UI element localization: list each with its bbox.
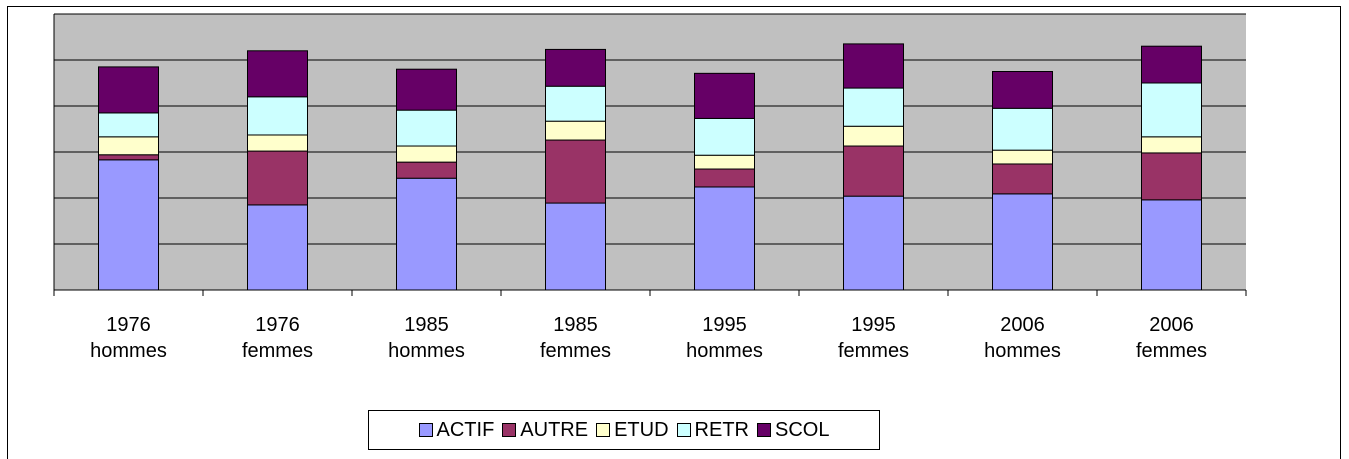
bar-segment bbox=[247, 150, 308, 206]
bar-segment bbox=[396, 68, 457, 111]
legend-label: SCOL bbox=[775, 418, 830, 441]
bar-segment bbox=[1141, 152, 1202, 201]
bar-segment bbox=[98, 136, 159, 156]
bar-segment bbox=[843, 43, 904, 89]
bar-segment bbox=[1141, 136, 1202, 154]
legend-item: SCOL bbox=[757, 419, 829, 442]
legend-label: AUTRE bbox=[520, 418, 589, 441]
bar-segment bbox=[545, 85, 606, 122]
legend-label: ACTIF bbox=[436, 418, 495, 441]
legend-label: ETUD bbox=[614, 418, 669, 441]
legend-item: RETR bbox=[676, 418, 749, 442]
legend-item: ACTIF bbox=[418, 418, 495, 442]
x-tick-label: 1976 femmes bbox=[241, 314, 314, 362]
bar-segment bbox=[545, 139, 606, 204]
bar-segment bbox=[396, 177, 457, 291]
x-tick-label: 2006 femmes bbox=[1135, 314, 1208, 362]
bar-segment bbox=[98, 66, 159, 114]
bar-segment bbox=[843, 125, 904, 147]
x-tick-label: 1976 hommes bbox=[90, 314, 167, 362]
legend-item: AUTRE bbox=[502, 419, 588, 442]
bar-segment bbox=[247, 204, 308, 291]
bar-segment bbox=[694, 168, 755, 188]
bar-segment bbox=[545, 48, 606, 87]
bar-segment bbox=[247, 96, 308, 136]
legend-swatch bbox=[757, 423, 771, 437]
legend: ACTIF AUTRE ETUD RETR SCOL bbox=[368, 410, 880, 450]
bar-segment bbox=[545, 202, 606, 291]
bar-segment bbox=[247, 134, 308, 152]
bar-segment bbox=[992, 193, 1053, 291]
bar-segment bbox=[694, 154, 755, 170]
bar-segment bbox=[396, 161, 457, 179]
legend-swatch bbox=[676, 423, 691, 437]
legend-item: ETUD bbox=[596, 418, 669, 442]
bar-segment bbox=[247, 50, 308, 98]
bar-segment bbox=[1141, 45, 1202, 84]
legend-swatch bbox=[596, 423, 611, 437]
bar-segment bbox=[545, 120, 606, 141]
x-tick-label: 1995 hommes bbox=[686, 314, 763, 362]
bar-segment bbox=[843, 195, 904, 291]
bar-segment bbox=[98, 154, 159, 161]
bar-segment bbox=[396, 145, 457, 163]
x-tick-label: 1985 hommes bbox=[388, 314, 465, 362]
bar-segment bbox=[843, 87, 904, 127]
bar-segment bbox=[1141, 82, 1202, 138]
x-tick-label: 2006 hommes bbox=[984, 314, 1061, 362]
bar-segment bbox=[694, 186, 755, 291]
bar-segment bbox=[1141, 199, 1202, 291]
bar-segment bbox=[992, 149, 1053, 165]
bar-segment bbox=[992, 71, 1053, 109]
bar-segment bbox=[992, 107, 1053, 151]
chart-frame bbox=[7, 6, 1341, 459]
bar-segment bbox=[98, 112, 159, 138]
legend-label: RETR bbox=[694, 418, 749, 441]
bar-segment bbox=[843, 145, 904, 197]
legend-swatch bbox=[418, 423, 433, 437]
legend-swatch bbox=[502, 423, 517, 437]
bar-segment bbox=[396, 109, 457, 147]
x-tick-label: 1995 femmes bbox=[837, 314, 910, 362]
bar-segment bbox=[992, 163, 1053, 195]
x-tick-label: 1985 femmes bbox=[539, 314, 612, 362]
bar-segment bbox=[694, 72, 755, 119]
bar-segment bbox=[694, 117, 755, 156]
bar-segment bbox=[98, 159, 159, 291]
